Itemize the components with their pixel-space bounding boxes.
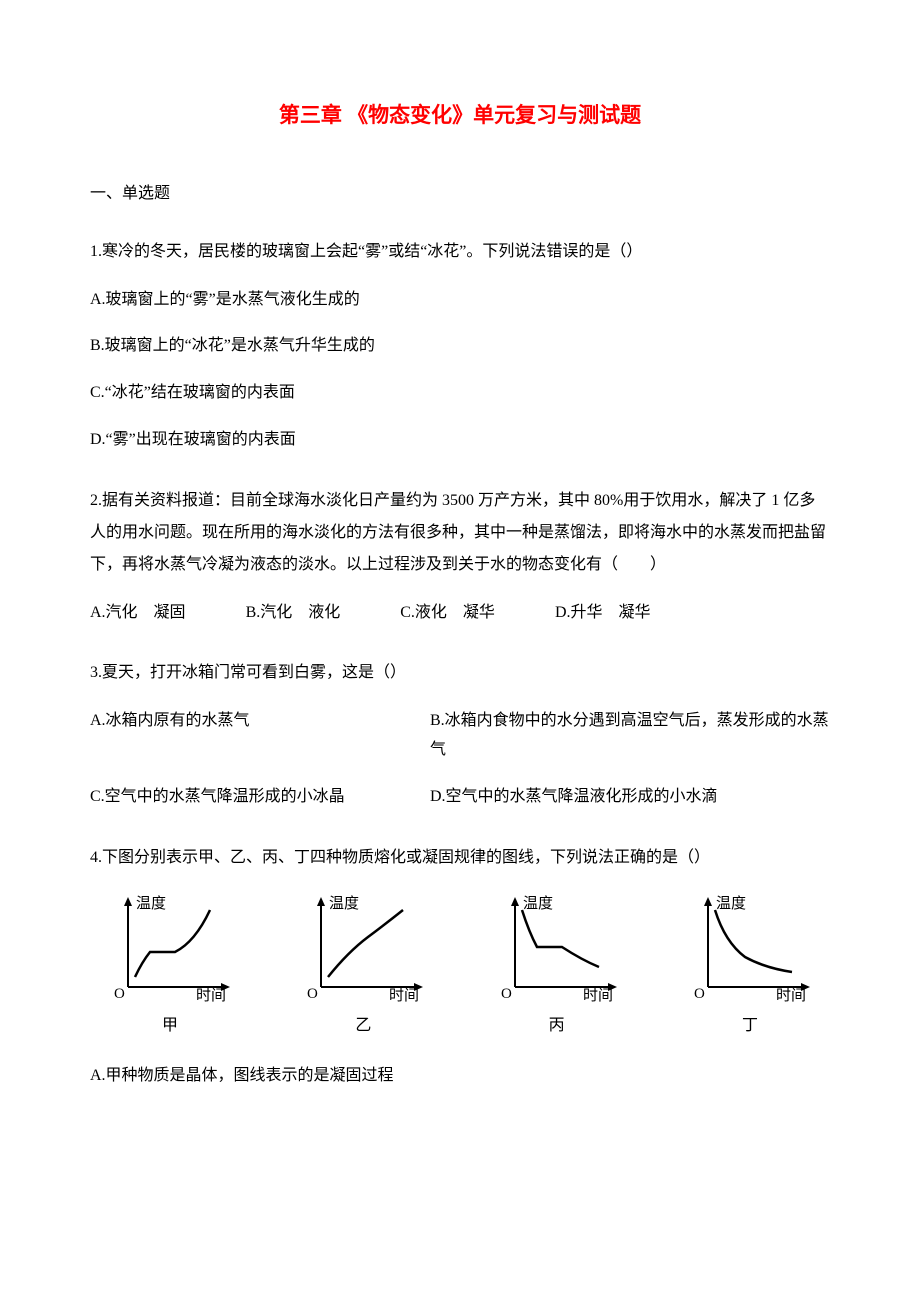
origin-label: O xyxy=(307,986,318,1002)
question-2-option-c: C.液化 凝华 xyxy=(400,599,495,628)
question-2-option-d: D.升华 凝华 xyxy=(555,599,651,628)
chart-label-yi: 乙 xyxy=(355,1010,371,1042)
question-1-text: 1.寒冷的冬天，居民楼的玻璃窗上会起“雾”或结“冰花”。下列说法错误的是（） xyxy=(90,236,830,268)
question-2: 2.据有关资料报道：目前全球海水淡化日产量约为 3500 万产方米，其中 80%… xyxy=(90,485,830,628)
chart-yi: 温度 时间 O xyxy=(293,892,433,1002)
question-3: 3.夏天，打开冰箱门常可看到白雾，这是（） A.冰箱内原有的水蒸气 B.冰箱内食… xyxy=(90,657,830,811)
question-2-text: 2.据有关资料报道：目前全球海水淡化日产量约为 3500 万产方米，其中 80%… xyxy=(90,485,830,581)
curve-jia xyxy=(135,910,210,977)
question-1-option-a: A.玻璃窗上的“雾”是水蒸气液化生成的 xyxy=(90,286,830,315)
origin-label: O xyxy=(114,986,125,1002)
chart-label-bing: 丙 xyxy=(549,1010,565,1042)
question-4: 4.下图分别表示甲、乙、丙、丁四种物质熔化或凝固规律的图线，下列说法正确的是（）… xyxy=(90,842,830,1091)
question-3-options: A.冰箱内原有的水蒸气 B.冰箱内食物中的水分遇到高温空气后，蒸发形成的水蒸气 … xyxy=(90,707,830,811)
question-3-option-d: D.空气中的水蒸气降温液化形成的小水滴 xyxy=(430,783,830,812)
x-axis-label: 时间 xyxy=(776,987,806,1002)
chart-bing: 温度 时间 O xyxy=(487,892,627,1002)
section-header: 一、单选题 xyxy=(90,182,830,206)
question-4-options: A.甲种物质是晶体，图线表示的是凝固过程 xyxy=(90,1062,830,1091)
chart-panel-jia: 温度 时间 O 甲 xyxy=(100,892,240,1042)
curve-yi xyxy=(328,910,403,977)
chart-panel-bing: 温度 时间 O 丙 xyxy=(487,892,627,1042)
question-2-option-a: A.汽化 凝固 xyxy=(90,599,186,628)
question-1-option-d: D.“雾”出现在玻璃窗的内表面 xyxy=(90,426,830,455)
question-4-text: 4.下图分别表示甲、乙、丙、丁四种物质熔化或凝固规律的图线，下列说法正确的是（） xyxy=(90,842,830,874)
y-axis-label: 温度 xyxy=(523,895,553,912)
question-4-option-a: A.甲种物质是晶体，图线表示的是凝固过程 xyxy=(90,1062,830,1091)
question-1-option-b: B.玻璃窗上的“冰花”是水蒸气升华生成的 xyxy=(90,332,830,361)
question-3-option-a: A.冰箱内原有的水蒸气 xyxy=(90,707,430,765)
question-3-text: 3.夏天，打开冰箱门常可看到白雾，这是（） xyxy=(90,657,830,689)
x-axis-label: 时间 xyxy=(196,987,226,1002)
chart-jia: 温度 时间 O xyxy=(100,892,240,1002)
page-title: 第三章 《物态变化》单元复习与测试题 xyxy=(90,100,830,132)
question-3-option-c: C.空气中的水蒸气降温形成的小冰晶 xyxy=(90,783,430,812)
curve-bing xyxy=(522,910,599,967)
question-3-option-b: B.冰箱内食物中的水分遇到高温空气后，蒸发形成的水蒸气 xyxy=(430,707,830,765)
chart-panel-ding: 温度 时间 O 丁 xyxy=(680,892,820,1042)
x-axis-label: 时间 xyxy=(583,987,613,1002)
chart-label-ding: 丁 xyxy=(742,1010,758,1042)
x-axis-label: 时间 xyxy=(389,987,419,1002)
chart-ding: 温度 时间 O xyxy=(680,892,820,1002)
question-1: 1.寒冷的冬天，居民楼的玻璃窗上会起“雾”或结“冰花”。下列说法错误的是（） A… xyxy=(90,236,830,455)
chart-panel-yi: 温度 时间 O 乙 xyxy=(293,892,433,1042)
origin-label: O xyxy=(694,986,705,1002)
charts-container: 温度 时间 O 甲 温度 时间 O 乙 xyxy=(90,892,830,1042)
question-1-option-c: C.“冰花”结在玻璃窗的内表面 xyxy=(90,379,830,408)
chart-label-jia: 甲 xyxy=(162,1010,178,1042)
y-axis-label: 温度 xyxy=(716,895,746,912)
question-2-options: A.汽化 凝固 B.汽化 液化 C.液化 凝华 D.升华 凝华 xyxy=(90,599,830,628)
y-axis-label: 温度 xyxy=(329,895,359,912)
question-1-options: A.玻璃窗上的“雾”是水蒸气液化生成的 B.玻璃窗上的“冰花”是水蒸气升华生成的… xyxy=(90,286,830,455)
question-2-option-b: B.汽化 液化 xyxy=(246,599,341,628)
y-axis-label: 温度 xyxy=(136,895,166,912)
origin-label: O xyxy=(501,986,512,1002)
curve-ding xyxy=(715,910,792,972)
